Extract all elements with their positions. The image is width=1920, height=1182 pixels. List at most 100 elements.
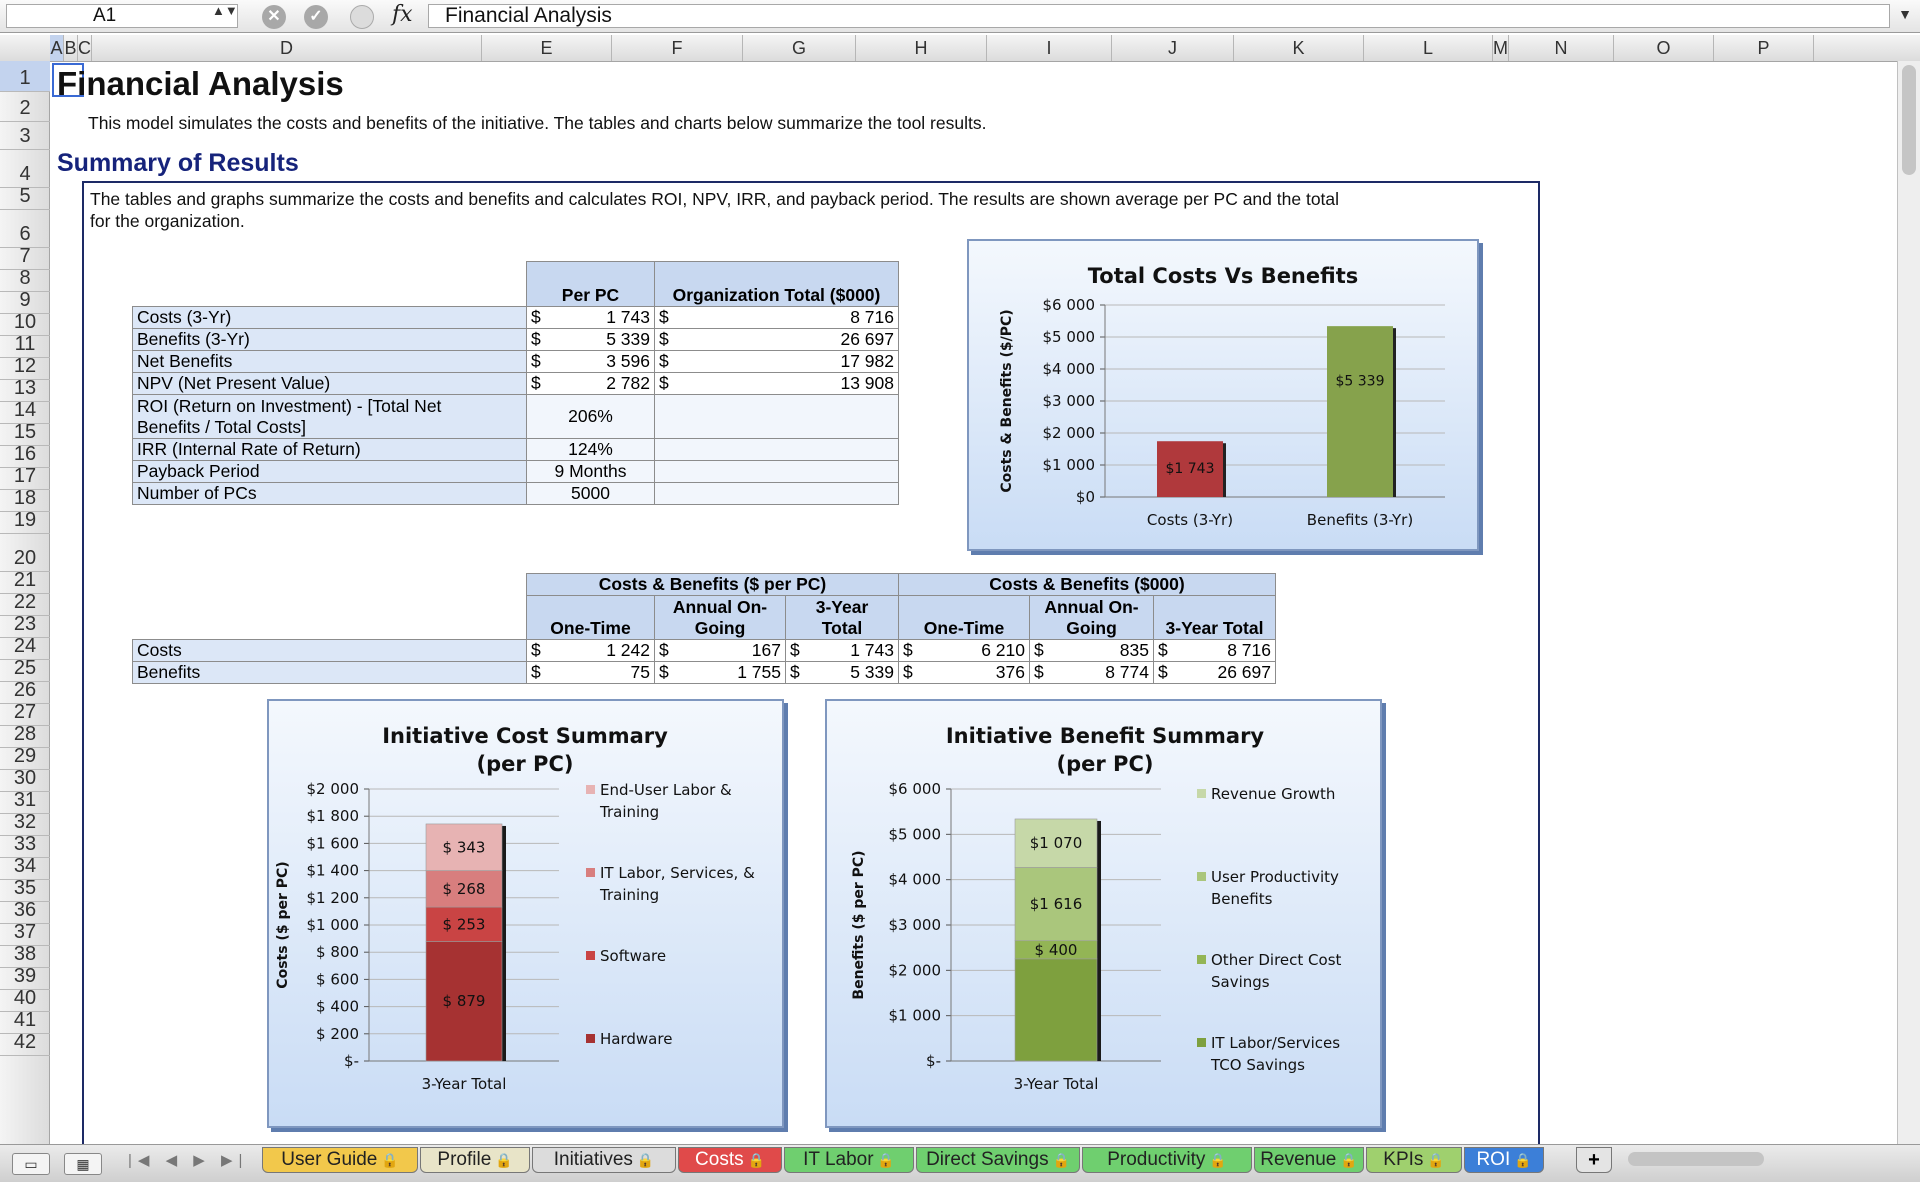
- initiative-benefit-summary-chart[interactable]: Initiative Benefit Summary (per PC) $- $1 0…: [825, 699, 1382, 1128]
- sheet-tab[interactable]: Costs 🔒: [678, 1147, 782, 1173]
- column-header[interactable]: O: [1614, 35, 1714, 61]
- column-header[interactable]: L: [1364, 35, 1493, 61]
- column-header[interactable]: H: [856, 35, 987, 61]
- row-header[interactable]: 34: [0, 855, 50, 880]
- column-header[interactable]: M: [1493, 35, 1509, 61]
- y-tick-label: $0: [1076, 488, 1095, 506]
- cancel-icon[interactable]: ✕: [262, 5, 286, 29]
- row-header[interactable]: 9: [0, 289, 50, 314]
- row-header[interactable]: 41: [0, 1009, 50, 1034]
- row-header[interactable]: 18: [0, 487, 50, 512]
- row-header[interactable]: 42: [0, 1031, 50, 1056]
- stacked-bar-segment[interactable]: [425, 906, 503, 942]
- sheet-tab[interactable]: Revenue 🔒: [1254, 1147, 1364, 1173]
- column-header[interactable]: K: [1234, 35, 1364, 61]
- row-header[interactable]: 5: [0, 185, 50, 210]
- y-tick-label: $5 000: [889, 825, 942, 843]
- row-header[interactable]: 23: [0, 613, 50, 638]
- vertical-scrollbar[interactable]: [1897, 61, 1920, 1144]
- row-header[interactable]: 15: [0, 421, 50, 446]
- column-header[interactable]: N: [1509, 35, 1614, 61]
- row-header[interactable]: 13: [0, 377, 50, 402]
- row-header[interactable]: 33: [0, 833, 50, 858]
- function-toggle-icon[interactable]: [350, 5, 374, 29]
- row-header[interactable]: 16: [0, 443, 50, 468]
- y-tick-label: $1 400: [307, 862, 360, 880]
- stacked-bar-segment[interactable]: [1014, 818, 1098, 868]
- row-header[interactable]: 10: [0, 311, 50, 336]
- stacked-bar-segment[interactable]: [425, 870, 503, 908]
- row-header[interactable]: 39: [0, 965, 50, 990]
- sheet-tab[interactable]: User Guide 🔒: [262, 1147, 418, 1173]
- row-header[interactable]: 25: [0, 657, 50, 682]
- row-header[interactable]: 12: [0, 355, 50, 380]
- column-header[interactable]: B: [64, 35, 78, 61]
- confirm-icon[interactable]: ✓: [304, 5, 328, 29]
- row-header[interactable]: 36: [0, 899, 50, 924]
- sheet-tab[interactable]: ROI 🔒: [1464, 1147, 1544, 1173]
- bar[interactable]: [1327, 326, 1393, 497]
- row-header[interactable]: 7: [0, 245, 50, 270]
- sheet-tab[interactable]: Productivity 🔒: [1082, 1147, 1252, 1173]
- row-header[interactable]: 24: [0, 635, 50, 660]
- column-header[interactable]: F: [612, 35, 743, 61]
- row-header[interactable]: 20: [0, 534, 50, 572]
- row-header[interactable]: 2: [0, 92, 50, 122]
- row-header[interactable]: 3: [0, 122, 50, 150]
- row-header[interactable]: 29: [0, 745, 50, 770]
- row-header[interactable]: 8: [0, 267, 50, 292]
- row-header[interactable]: 38: [0, 943, 50, 968]
- column-header[interactable]: G: [743, 35, 856, 61]
- column-header[interactable]: P: [1714, 35, 1814, 61]
- sheet-tab[interactable]: Initiatives 🔒: [532, 1147, 676, 1173]
- formula-input[interactable]: Financial Analysis: [428, 4, 1890, 28]
- row-label: Benefits: [132, 661, 527, 684]
- column-header[interactable]: I: [987, 35, 1112, 61]
- row-header[interactable]: 30: [0, 767, 50, 792]
- column-header[interactable]: J: [1112, 35, 1234, 61]
- row-header[interactable]: 31: [0, 789, 50, 814]
- row-header[interactable]: 6: [0, 210, 50, 248]
- normal-view-icon[interactable]: ▭: [12, 1153, 50, 1175]
- sheet-navigation-arrows[interactable]: |◀ ◀ ▶ ▶|: [128, 1152, 249, 1169]
- row-header[interactable]: 27: [0, 701, 50, 726]
- row-header[interactable]: 17: [0, 465, 50, 490]
- add-sheet-button[interactable]: +: [1576, 1147, 1612, 1173]
- row-header[interactable]: 26: [0, 679, 50, 704]
- row-header[interactable]: 40: [0, 987, 50, 1012]
- row-header[interactable]: 14: [0, 399, 50, 424]
- sheet-tab[interactable]: Profile 🔒: [420, 1147, 530, 1173]
- column-header[interactable]: C: [78, 35, 92, 61]
- stacked-bar-segment[interactable]: [425, 823, 503, 871]
- page-layout-view-icon[interactable]: ▦: [64, 1153, 102, 1175]
- stacked-bar-segment[interactable]: [1014, 958, 1098, 1062]
- legend-label: User Productivity: [1211, 868, 1339, 886]
- stacked-bar-segment[interactable]: [1014, 867, 1098, 942]
- horizontal-scroll-thumb[interactable]: [1628, 1152, 1764, 1166]
- bar[interactable]: [1157, 441, 1223, 497]
- formula-expand-icon[interactable]: ▼: [1898, 6, 1912, 22]
- row-header[interactable]: 35: [0, 877, 50, 902]
- row-header[interactable]: 21: [0, 569, 50, 594]
- row-header[interactable]: 4: [0, 150, 50, 188]
- column-header[interactable]: D: [92, 35, 482, 61]
- scroll-thumb[interactable]: [1902, 65, 1916, 175]
- initiative-cost-summary-chart[interactable]: Initiative Cost Summary (per PC) $- $ 200 $ …: [267, 699, 784, 1128]
- row-header[interactable]: 22: [0, 591, 50, 616]
- row-header[interactable]: 19: [0, 509, 50, 534]
- column-header[interactable]: A: [50, 35, 64, 61]
- row-header[interactable]: 28: [0, 723, 50, 748]
- total-costs-vs-benefits-chart[interactable]: Total Costs Vs Benefits $0 $1 000 $2 000 $3 …: [967, 239, 1479, 551]
- insert-function-icon[interactable]: fx: [392, 2, 413, 27]
- row-header[interactable]: 37: [0, 921, 50, 946]
- column-header[interactable]: E: [482, 35, 612, 61]
- worksheet[interactable]: Financial Analysis This model simulates …: [50, 61, 1898, 1144]
- row-header[interactable]: 11: [0, 333, 50, 358]
- sheet-tab[interactable]: IT Labor 🔒: [784, 1147, 914, 1173]
- row-header[interactable]: 1: [0, 61, 50, 92]
- name-box[interactable]: A1: [6, 4, 238, 28]
- row-header[interactable]: 32: [0, 811, 50, 836]
- sheet-tab[interactable]: Direct Savings 🔒: [916, 1147, 1080, 1173]
- name-box-stepper-icon[interactable]: ▲▼: [212, 3, 238, 18]
- sheet-tab[interactable]: KPIs 🔒: [1366, 1147, 1462, 1173]
